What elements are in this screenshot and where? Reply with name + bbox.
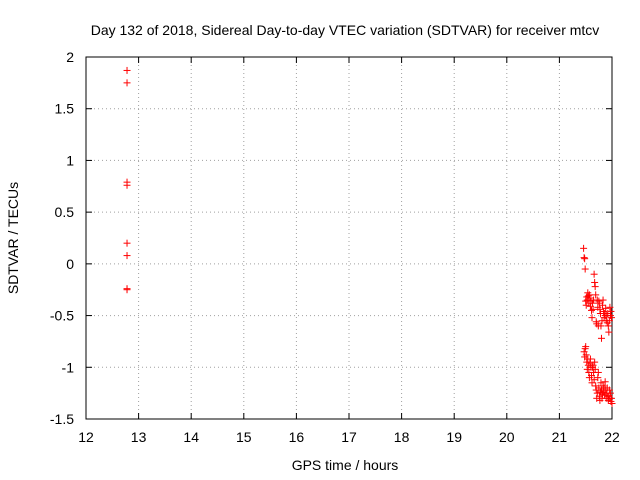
y-tick-label: 1.5 <box>55 101 75 117</box>
data-point <box>589 299 597 307</box>
data-point <box>123 252 131 260</box>
data-points <box>123 66 616 407</box>
data-point <box>599 296 607 304</box>
data-point <box>602 304 610 312</box>
data-point <box>591 278 599 286</box>
data-point <box>123 286 131 294</box>
data-point <box>606 303 614 311</box>
data-point <box>591 365 599 373</box>
data-point <box>605 328 613 336</box>
data-point <box>588 314 596 322</box>
data-point <box>607 307 615 315</box>
x-tick-label: 14 <box>183 429 199 445</box>
x-tick-label: 16 <box>289 429 305 445</box>
data-point <box>594 368 602 376</box>
data-point <box>583 358 591 366</box>
data-point <box>592 291 600 299</box>
y-tick-label: 0.5 <box>55 204 75 220</box>
data-point <box>590 270 598 278</box>
data-point <box>590 376 598 384</box>
data-point <box>605 386 613 394</box>
data-point <box>591 283 599 291</box>
x-tick-label: 22 <box>604 429 620 445</box>
data-point <box>581 255 589 263</box>
data-point <box>123 239 131 247</box>
x-tick-label: 19 <box>446 429 462 445</box>
data-point <box>608 399 616 407</box>
data-point <box>583 365 591 373</box>
data-point <box>607 394 615 402</box>
data-point <box>589 361 597 369</box>
data-point <box>601 378 609 386</box>
y-tick-label: 2 <box>66 49 74 65</box>
y-axis-label: SDTVAR / TECUs <box>5 182 21 294</box>
data-point <box>582 343 590 351</box>
y-tick-label: 0 <box>66 256 74 272</box>
data-point <box>597 322 605 330</box>
data-point <box>604 322 612 330</box>
data-point <box>587 306 595 314</box>
x-tick-label: 18 <box>394 429 410 445</box>
x-tick-label: 12 <box>78 429 94 445</box>
data-point <box>586 355 594 363</box>
data-point <box>606 389 614 397</box>
data-point <box>580 254 588 262</box>
chart-title: Day 132 of 2018, Sidereal Day-to-day VTE… <box>91 22 600 38</box>
data-point <box>597 334 605 342</box>
data-point <box>594 374 602 382</box>
data-point <box>586 294 594 302</box>
x-tick-label: 20 <box>499 429 515 445</box>
y-axis-ticks: -1.5 -1 -0.5 0 0.5 1 1.5 2 <box>50 49 612 427</box>
data-point <box>123 66 131 74</box>
y-tick-label: 1 <box>66 152 74 168</box>
y-tick-label: -1.5 <box>50 411 74 427</box>
y-tick-label: -1 <box>62 359 75 375</box>
grid-lines <box>86 57 612 419</box>
data-point <box>580 244 588 252</box>
x-tick-label: 21 <box>552 429 568 445</box>
x-axis-label: GPS time / hours <box>292 457 399 473</box>
x-tick-label: 17 <box>341 429 357 445</box>
data-point <box>599 301 607 309</box>
x-tick-label: 13 <box>131 429 147 445</box>
data-point <box>123 79 131 87</box>
data-point <box>591 358 599 366</box>
data-point <box>123 181 131 189</box>
data-point <box>607 314 615 322</box>
x-axis-ticks: 12 13 14 15 16 17 18 19 20 21 22 <box>78 57 620 445</box>
data-point <box>596 305 604 313</box>
data-point <box>585 291 593 299</box>
data-point <box>589 305 597 313</box>
x-tick-label: 15 <box>236 429 252 445</box>
data-point <box>582 351 590 359</box>
data-point <box>581 265 589 273</box>
y-tick-label: -0.5 <box>50 308 74 324</box>
